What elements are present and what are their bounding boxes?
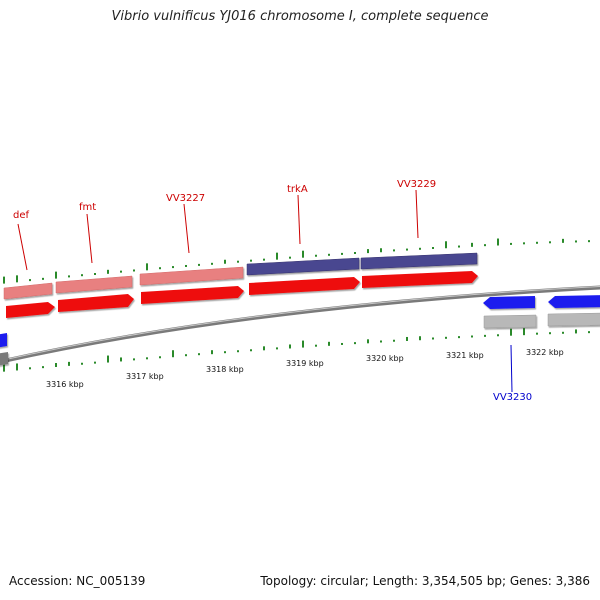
gene-label-fmt[interactable]: fmt <box>79 202 96 213</box>
gene-bar-vv3227[interactable] <box>139 266 244 286</box>
cds-arrow-next-reverse[interactable] <box>548 295 600 308</box>
leader-line-fmt <box>86 213 93 264</box>
sequence-summary: Topology: circular; Length: 3,354,505 bp… <box>260 574 590 588</box>
leader-line-def <box>17 223 28 271</box>
leader-line-vv3227 <box>183 203 190 254</box>
gene-label-vv3230[interactable]: VV3230 <box>493 392 532 403</box>
gene-bar-next-reverse[interactable] <box>547 312 600 327</box>
gene-label-trka[interactable]: trkA <box>287 184 308 195</box>
leader-line-trka <box>297 194 301 245</box>
sequence-backbone <box>0 285 600 364</box>
kbp-tick-label: 3321 kbp <box>446 351 484 360</box>
sequence-backbone-highlight <box>0 286 600 362</box>
gene-bar-vv3230[interactable] <box>483 314 537 329</box>
gene-bar-trka[interactable] <box>246 257 360 276</box>
cds-arrow-trka[interactable] <box>249 277 360 295</box>
gene-bar-def[interactable] <box>3 282 53 300</box>
cds-arrow-vv3230[interactable] <box>483 296 535 309</box>
leader-line-vv3230 <box>510 344 513 393</box>
kbp-tick-label: 3317 kbp <box>126 372 164 381</box>
cds-arrow-vv3227[interactable] <box>141 286 244 304</box>
gene-label-def[interactable]: def <box>13 210 30 221</box>
kbp-tick-label: 3322 kbp <box>526 348 564 357</box>
gene-bar-prev-reverse[interactable] <box>0 352 8 366</box>
kbp-tick-label: 3316 kbp <box>46 380 84 389</box>
accession-text: Accession: NC_005139 <box>9 574 146 588</box>
kbp-tick-label: 3319 kbp <box>286 359 324 368</box>
gene-label-vv3229[interactable]: VV3229 <box>397 179 436 190</box>
kbp-tick-label: 3318 kbp <box>206 365 244 374</box>
gc-content-ticks-upper <box>3 238 590 284</box>
cds-arrow-fmt[interactable] <box>58 294 134 312</box>
gene-bar-fmt[interactable] <box>55 275 133 294</box>
kbp-tick-label: 3320 kbp <box>366 354 404 363</box>
cds-arrow-def[interactable] <box>6 302 55 318</box>
gc-content-ticks-lower <box>3 328 590 372</box>
leader-line-vv3229 <box>415 189 419 239</box>
map-title: Vibrio vulnificus YJ016 chromosome I, co… <box>111 9 489 24</box>
gene-bar-vv3229[interactable] <box>360 252 478 270</box>
gene-label-vv3227[interactable]: VV3227 <box>166 193 205 204</box>
cds-arrow-prev-reverse[interactable] <box>0 333 7 348</box>
cds-arrow-vv3229[interactable] <box>362 271 478 288</box>
